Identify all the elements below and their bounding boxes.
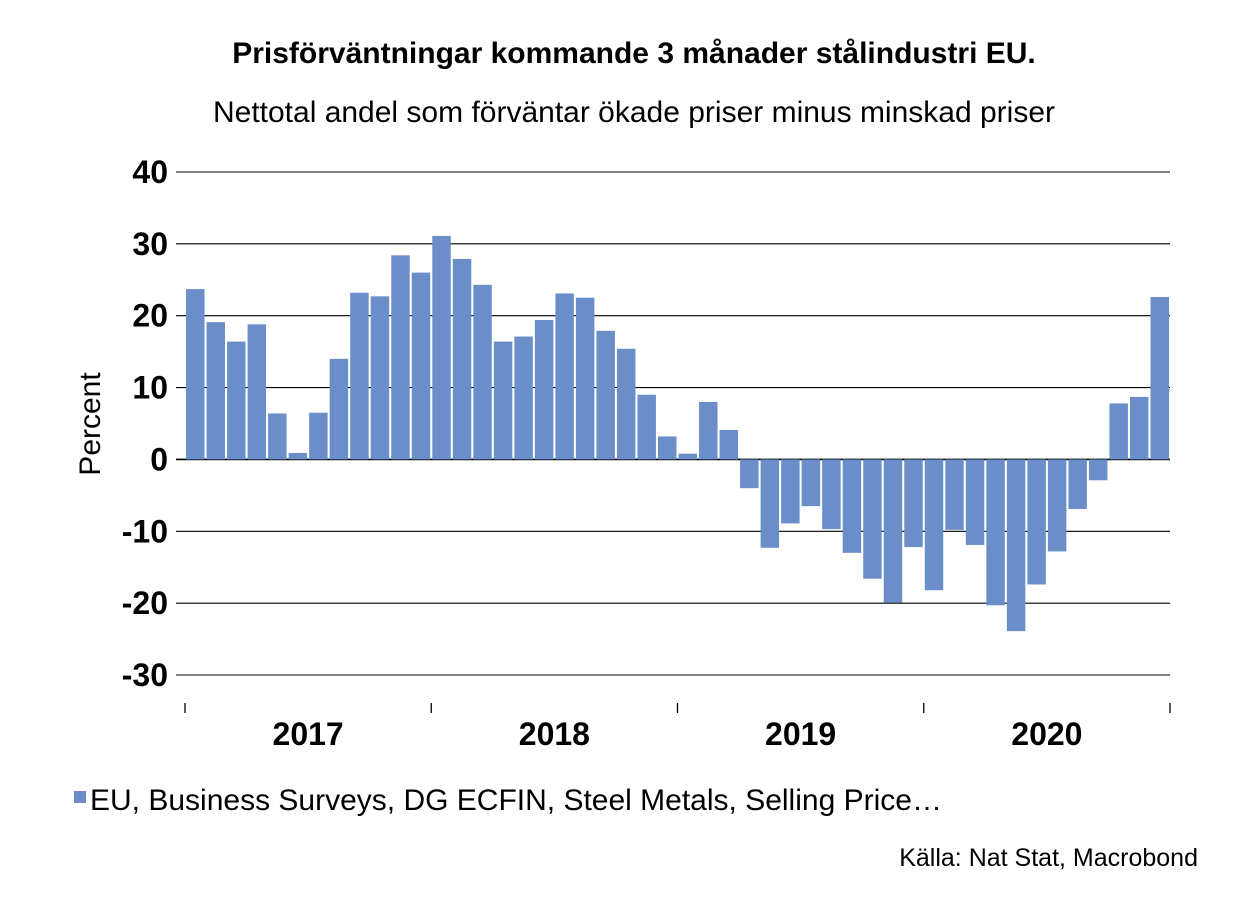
bar [883,459,903,603]
bar [473,284,492,460]
source-note: Källa: Nat Stat, Macrobond [899,844,1198,872]
bar [740,459,759,489]
y-tick-label: 20 [132,298,168,334]
bar [986,459,1005,606]
bar [616,348,636,460]
legend-label: EU, Business Surveys, DG ECFIN, Steel Me… [90,784,942,817]
y-tick-label: -20 [122,585,168,621]
bar [1068,459,1087,510]
bar [1047,459,1067,552]
y-tick-label: 30 [132,226,168,262]
chart-subtitle: Nettotal andel som förväntar ökade prise… [213,96,1055,129]
x-tick-label: 2018 [519,716,590,752]
bar [370,296,390,460]
bar [781,459,800,524]
bar [411,272,431,460]
bar [452,258,472,460]
bar [801,459,821,507]
bar [268,413,287,460]
bar [945,459,964,530]
bar [1088,459,1108,481]
bar [350,292,369,460]
bar [575,297,595,460]
y-axis-label: Percent [74,372,107,476]
y-tick-label: 40 [132,154,168,190]
bar [658,436,677,460]
bar [288,452,308,460]
bar [904,459,923,548]
y-tick-label: -30 [122,657,168,693]
y-tick-label: 0 [150,441,168,477]
bar [760,459,780,548]
y-tick-label: 10 [132,370,168,406]
bar [965,459,985,545]
bar [678,453,697,460]
bar [432,235,451,460]
bar [719,429,739,460]
bar [309,412,328,460]
legend: EU, Business Surveys, DG ECFIN, Steel Me… [74,784,942,817]
bar [206,322,226,460]
bar [842,459,862,553]
bar [596,330,615,460]
bar [555,293,574,460]
bar [1027,459,1046,585]
bar [391,255,410,460]
legend-swatch [74,791,86,803]
x-tick-label: 2019 [765,716,836,752]
y-tick-label: -10 [122,513,168,549]
chart-title: Prisförväntningar kommande 3 månader stå… [232,37,1036,70]
y-axis-ticks: 40 30 20 10 0 -10 -20 -30 [122,154,168,693]
bar [924,459,944,591]
bar [186,289,205,460]
bar [514,336,533,460]
bar [1129,396,1149,460]
x-axis: 2017 2018 2019 2020 [184,703,1171,752]
bar [493,341,513,460]
bar [329,358,349,460]
bar [534,320,554,460]
bar [699,401,718,460]
x-tick-label: 2020 [1011,716,1082,752]
bar [863,459,882,579]
bar [822,459,841,530]
bar-series [186,235,1169,632]
bar [1109,403,1128,460]
bar [1150,297,1169,460]
bar [227,341,246,460]
x-tick-label: 2017 [273,716,344,752]
bar [637,394,656,460]
bar [247,324,267,460]
bar [1006,459,1026,632]
